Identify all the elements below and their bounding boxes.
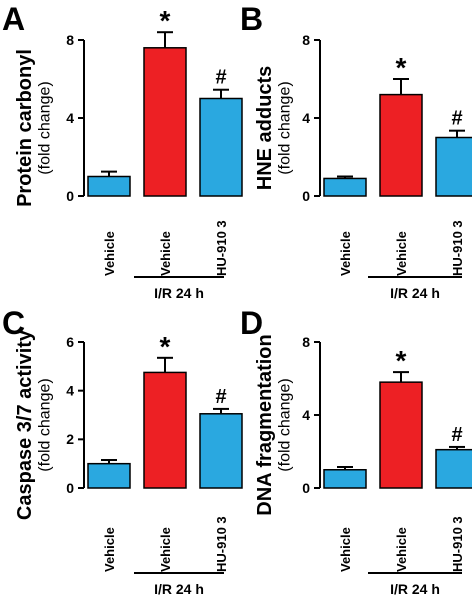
- bar: [379, 93, 423, 197]
- category-label: Vehicle: [102, 527, 117, 572]
- bar: [143, 47, 187, 197]
- bar: [435, 448, 472, 489]
- y-tick-label: 8: [302, 334, 310, 350]
- significance-mark: #: [215, 386, 226, 408]
- y-tick-label: 0: [66, 188, 74, 204]
- group-label: I/R 24 h: [390, 581, 440, 596]
- y-axis-sublabel: (fold change): [37, 81, 54, 174]
- significance-mark: *: [396, 345, 407, 376]
- panel-letter: A: [2, 1, 25, 37]
- category-label: Vehicle: [338, 231, 353, 276]
- y-axis-sublabel: (fold change): [277, 81, 294, 174]
- bar: [323, 469, 367, 489]
- group-label: I/R 24 h: [154, 285, 204, 301]
- category-label: Vehicle: [394, 527, 409, 572]
- bar: [87, 462, 131, 489]
- bar: [379, 381, 423, 489]
- bar: [199, 97, 243, 197]
- bar: [435, 136, 472, 197]
- y-axis-label: DNA fragmentation: [254, 334, 276, 515]
- y-tick-label: 8: [66, 32, 74, 48]
- y-tick-label: 4: [66, 110, 74, 126]
- y-tick-label: 8: [302, 32, 310, 48]
- bar: [199, 413, 243, 489]
- significance-mark: #: [451, 424, 462, 446]
- panel-a: A Protein carbonyl (fold change) 0 4 8 Vehicle…: [2, 1, 243, 301]
- group-label: I/R 24 h: [154, 581, 204, 596]
- category-label: Vehicle: [338, 527, 353, 572]
- y-axis-label: HNE adducts: [254, 66, 276, 190]
- category-label: HU-910 3: [214, 516, 229, 572]
- significance-mark: *: [396, 52, 407, 83]
- category-label: HU-910 3: [214, 220, 229, 276]
- bar: [87, 175, 131, 197]
- y-axis-label: Caspase 3/7 activity: [14, 329, 36, 520]
- panel-letter: C: [2, 305, 25, 341]
- significance-mark: *: [160, 331, 171, 362]
- panel-letter: B: [240, 1, 263, 37]
- significance-mark: #: [215, 67, 226, 89]
- bar: [143, 371, 187, 489]
- y-tick-label: 4: [302, 407, 310, 423]
- y-tick-label: 0: [302, 188, 310, 204]
- category-label: Vehicle: [158, 527, 173, 572]
- y-axis-label: Protein carbonyl: [14, 49, 36, 207]
- category-label: Vehicle: [102, 231, 117, 276]
- y-axis-sublabel: (fold change): [277, 378, 294, 471]
- y-tick-label: 4: [66, 383, 74, 399]
- category-label: Vehicle: [158, 231, 173, 276]
- y-axis-sublabel: (fold change): [37, 378, 54, 471]
- y-tick-label: 4: [302, 110, 310, 126]
- bar: [323, 177, 367, 197]
- y-tick-label: 0: [302, 480, 310, 496]
- y-tick-label: 6: [66, 334, 74, 350]
- y-tick-label: 0: [66, 480, 74, 496]
- significance-mark: *: [160, 5, 171, 36]
- category-label: HU-910 3: [450, 220, 465, 276]
- y-tick-label: 2: [66, 431, 74, 447]
- panel-b: B HNE adducts (fold change) 0 4 8 Vehicle * Vehi…: [240, 1, 472, 301]
- category-label: Vehicle: [394, 231, 409, 276]
- group-label: I/R 24 h: [390, 285, 440, 301]
- panel-letter: D: [240, 305, 263, 341]
- category-label: HU-910 3: [450, 516, 465, 572]
- significance-mark: #: [451, 108, 462, 130]
